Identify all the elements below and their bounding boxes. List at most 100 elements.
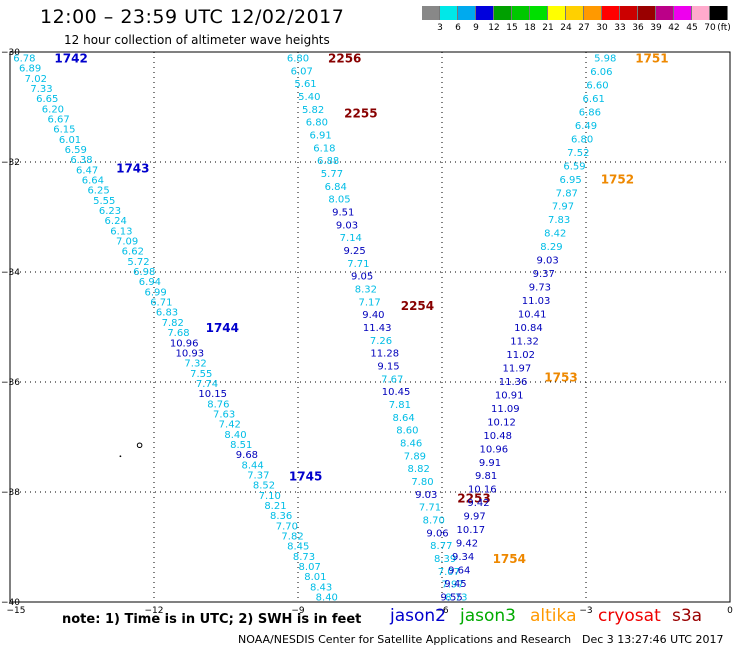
wave-height-value: 7.09 — [116, 237, 138, 248]
wave-height-value: 10.96 — [170, 338, 199, 349]
wave-height-value: 8.60 — [396, 426, 418, 437]
wave-height-value: 5.77 — [321, 169, 343, 180]
wave-height-value: 7.89 — [404, 451, 426, 462]
wave-height-value: 6.24 — [105, 216, 127, 227]
wave-height-value: 9.55 — [440, 593, 462, 604]
wave-height-value: 7.70 — [276, 521, 298, 532]
wave-height-value: 9.81 — [475, 471, 497, 482]
wave-height-value: 6.98 — [133, 267, 155, 278]
scale-label: 24 — [560, 23, 572, 33]
scale-swatch — [566, 6, 584, 20]
wave-height-value: 10.17 — [456, 525, 485, 536]
y-tick-label: −40 — [1, 598, 20, 608]
wave-height-value: 5.40 — [298, 92, 320, 103]
wave-height-value: 6.80 — [571, 134, 593, 145]
wave-height-value: 6.49 — [575, 121, 597, 132]
y-tick-label: −30 — [1, 48, 20, 58]
wave-height-value: 8.45 — [287, 542, 309, 553]
wave-height-value: 10.41 — [518, 310, 547, 321]
wave-height-value: 8.52 — [253, 481, 275, 492]
wave-height-value: 10.48 — [483, 431, 512, 442]
island-marker — [119, 455, 122, 458]
legend-s3a: s3a — [672, 606, 703, 626]
wave-height-value: 11.28 — [370, 349, 399, 360]
color-scale: 3 6 9 12 15 18 21 24 27 30 33 36 39 42 45 70 (ft) — [422, 6, 732, 36]
wave-height-value: 6.89 — [19, 64, 41, 75]
wave-height-value: 6.07 — [291, 66, 313, 77]
x-tick-label: −6 — [435, 606, 449, 616]
wave-height-value: 6.99 — [144, 287, 166, 298]
page-subtitle: 12 hour collection of altimeter wave hei… — [64, 33, 330, 47]
wave-height-value: 8.43 — [310, 582, 332, 593]
wave-height-value: 6.01 — [59, 135, 81, 146]
pass-time-label: 2255 — [344, 107, 377, 121]
wave-height-value: 7.42 — [219, 420, 241, 431]
scale-swatch — [638, 6, 656, 20]
scale-swatch — [458, 6, 476, 20]
wave-height-value: 6.86 — [579, 107, 601, 118]
wave-height-value: 7.37 — [247, 470, 269, 481]
y-tick-label: −32 — [1, 158, 20, 168]
wave-height-value: 6.80 — [306, 118, 328, 129]
wave-height-value: 7.97 — [441, 580, 463, 591]
wave-height-value: 6.64 — [82, 176, 104, 187]
wave-height-value: 6.94 — [139, 277, 161, 288]
wave-height-value: 10.16 — [468, 485, 497, 496]
wave-height-value: 7.10 — [259, 491, 281, 502]
wave-height-value: 9.51 — [332, 208, 354, 219]
wave-height-value: 9.42 — [467, 498, 489, 509]
scale-swatch — [440, 6, 458, 20]
wave-height-value: 8.40 — [316, 593, 338, 604]
scale-label: 9 — [473, 23, 479, 33]
scale-label: 12 — [488, 23, 500, 33]
wave-height-value: 9.91 — [479, 458, 501, 469]
wave-height-value: 7.07 — [438, 567, 460, 578]
wave-height-value: 8.44 — [241, 460, 263, 471]
pass-time-label: 1742 — [54, 52, 87, 66]
wave-height-value: 10.96 — [480, 444, 509, 455]
wave-height-value: 6.65 — [36, 94, 58, 105]
wave-height-value: 7.81 — [389, 400, 411, 411]
wave-height-value: 6.59 — [563, 161, 585, 172]
wave-height-value: 6.71 — [150, 298, 172, 309]
legend-jason3: jason3 — [460, 606, 516, 626]
wave-height-value: 7.17 — [359, 297, 381, 308]
plot-frame — [9, 51, 731, 603]
wave-height-value: 9.06 — [426, 528, 448, 539]
wave-height-value: 8.07 — [299, 562, 321, 573]
wave-height-value: 7.32 — [184, 359, 206, 370]
legend-cryosat: cryosat — [598, 606, 661, 626]
wave-height-value: 8.39 — [434, 554, 456, 565]
scale-label: 30 — [596, 23, 608, 33]
wave-height-value: 6.15 — [53, 125, 75, 136]
scale-label: 18 — [524, 23, 536, 33]
scale-swatch — [674, 6, 692, 20]
scale-swatch — [656, 6, 674, 20]
y-tick-label: −38 — [1, 488, 20, 498]
wave-height-value: 8.21 — [264, 501, 286, 512]
wave-height-value: 6.95 — [560, 175, 582, 186]
wave-height-value: 7.82 — [162, 318, 184, 329]
wave-height-value: 6.38 — [70, 155, 92, 166]
wave-height-value: 5.55 — [93, 196, 115, 207]
scale-swatch — [584, 6, 602, 20]
wave-height-value: 6.83 — [156, 308, 178, 319]
x-tick-label: 0 — [727, 606, 733, 616]
wave-height-value: 8.32 — [355, 285, 377, 296]
credit-text: NOAA/NESDIS Center for Satellite Applica… — [238, 633, 572, 646]
wave-height-value: 8.51 — [230, 440, 252, 451]
wave-height-value: 7.71 — [419, 503, 441, 514]
footnote: note: 1) Time is in UTC; 2) SWH is in fe… — [62, 612, 362, 627]
wave-height-value: 10.45 — [382, 387, 411, 398]
wave-height-value: 9.73 — [529, 283, 551, 294]
wave-height-value: 10.15 — [198, 389, 227, 400]
wave-height-value: 6.62 — [122, 247, 144, 258]
wave-height-value: 9.37 — [533, 269, 555, 280]
scale-swatch — [602, 6, 620, 20]
wave-height-value: 8.01 — [304, 572, 326, 583]
wave-height-value: 9.25 — [343, 246, 365, 257]
scale-swatch — [548, 6, 566, 20]
wave-height-value: 6.47 — [76, 165, 98, 176]
scale-swatch — [494, 6, 512, 20]
